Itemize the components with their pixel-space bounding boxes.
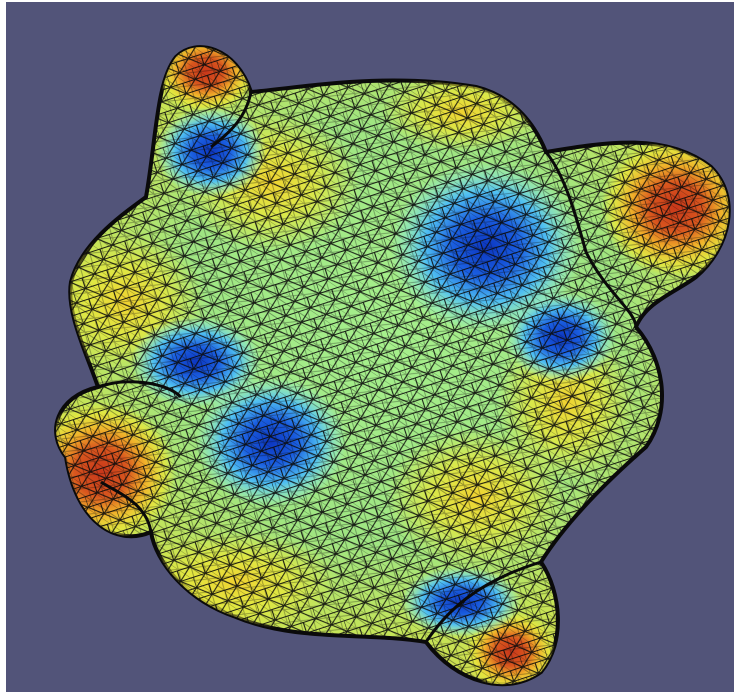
lobe-outlines	[97, 91, 638, 643]
mesh-object[interactable]	[6, 2, 734, 692]
surface-coloring	[56, 47, 729, 685]
render-canvas[interactable]	[6, 2, 734, 692]
